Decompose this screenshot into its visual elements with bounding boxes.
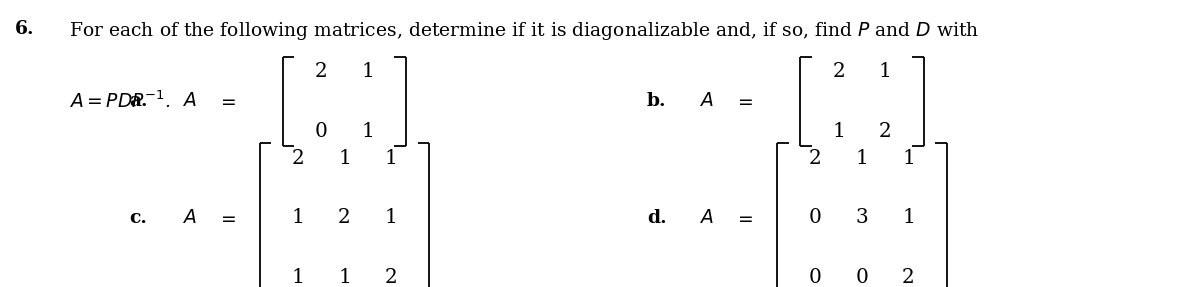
Text: 2: 2 <box>833 62 845 81</box>
Text: 1: 1 <box>361 122 374 141</box>
Text: 2: 2 <box>878 122 892 141</box>
Text: 2: 2 <box>385 267 397 287</box>
Text: 1: 1 <box>384 149 397 168</box>
Text: 1: 1 <box>902 149 914 168</box>
Text: 2: 2 <box>902 267 914 287</box>
Text: 1: 1 <box>902 208 914 227</box>
Text: $=$: $=$ <box>216 92 236 110</box>
Text: 2: 2 <box>809 149 822 168</box>
Text: b.: b. <box>647 92 666 110</box>
Text: c.: c. <box>130 209 148 227</box>
Text: 6.: 6. <box>16 20 35 38</box>
Text: $=$: $=$ <box>734 92 754 110</box>
Text: 0: 0 <box>314 122 328 141</box>
Text: 1: 1 <box>833 122 845 141</box>
Text: 1: 1 <box>878 62 892 81</box>
Text: 0: 0 <box>809 267 822 287</box>
Text: 2: 2 <box>338 208 350 227</box>
Text: $A = PDP^{-1}$.: $A = PDP^{-1}$. <box>68 91 170 112</box>
Text: 3: 3 <box>856 208 869 227</box>
Text: $=$: $=$ <box>734 209 754 227</box>
Text: $A$: $A$ <box>181 209 196 227</box>
Text: 1: 1 <box>338 267 350 287</box>
Text: $A$: $A$ <box>700 209 714 227</box>
Text: 2: 2 <box>292 149 305 168</box>
Text: d.: d. <box>647 209 666 227</box>
Text: $A$: $A$ <box>181 92 196 110</box>
Text: 2: 2 <box>314 62 328 81</box>
Text: 1: 1 <box>384 208 397 227</box>
Text: 1: 1 <box>361 62 374 81</box>
Text: $A$: $A$ <box>700 92 714 110</box>
Text: 1: 1 <box>292 208 305 227</box>
Text: 0: 0 <box>856 267 869 287</box>
Text: 0: 0 <box>809 208 822 227</box>
Text: $=$: $=$ <box>216 209 236 227</box>
Text: a.: a. <box>130 92 148 110</box>
Text: 1: 1 <box>338 149 350 168</box>
Text: 1: 1 <box>856 149 869 168</box>
Text: 1: 1 <box>292 267 305 287</box>
Text: For each of the following matrices, determine if it is diagonalizable and, if so: For each of the following matrices, dete… <box>68 20 979 42</box>
